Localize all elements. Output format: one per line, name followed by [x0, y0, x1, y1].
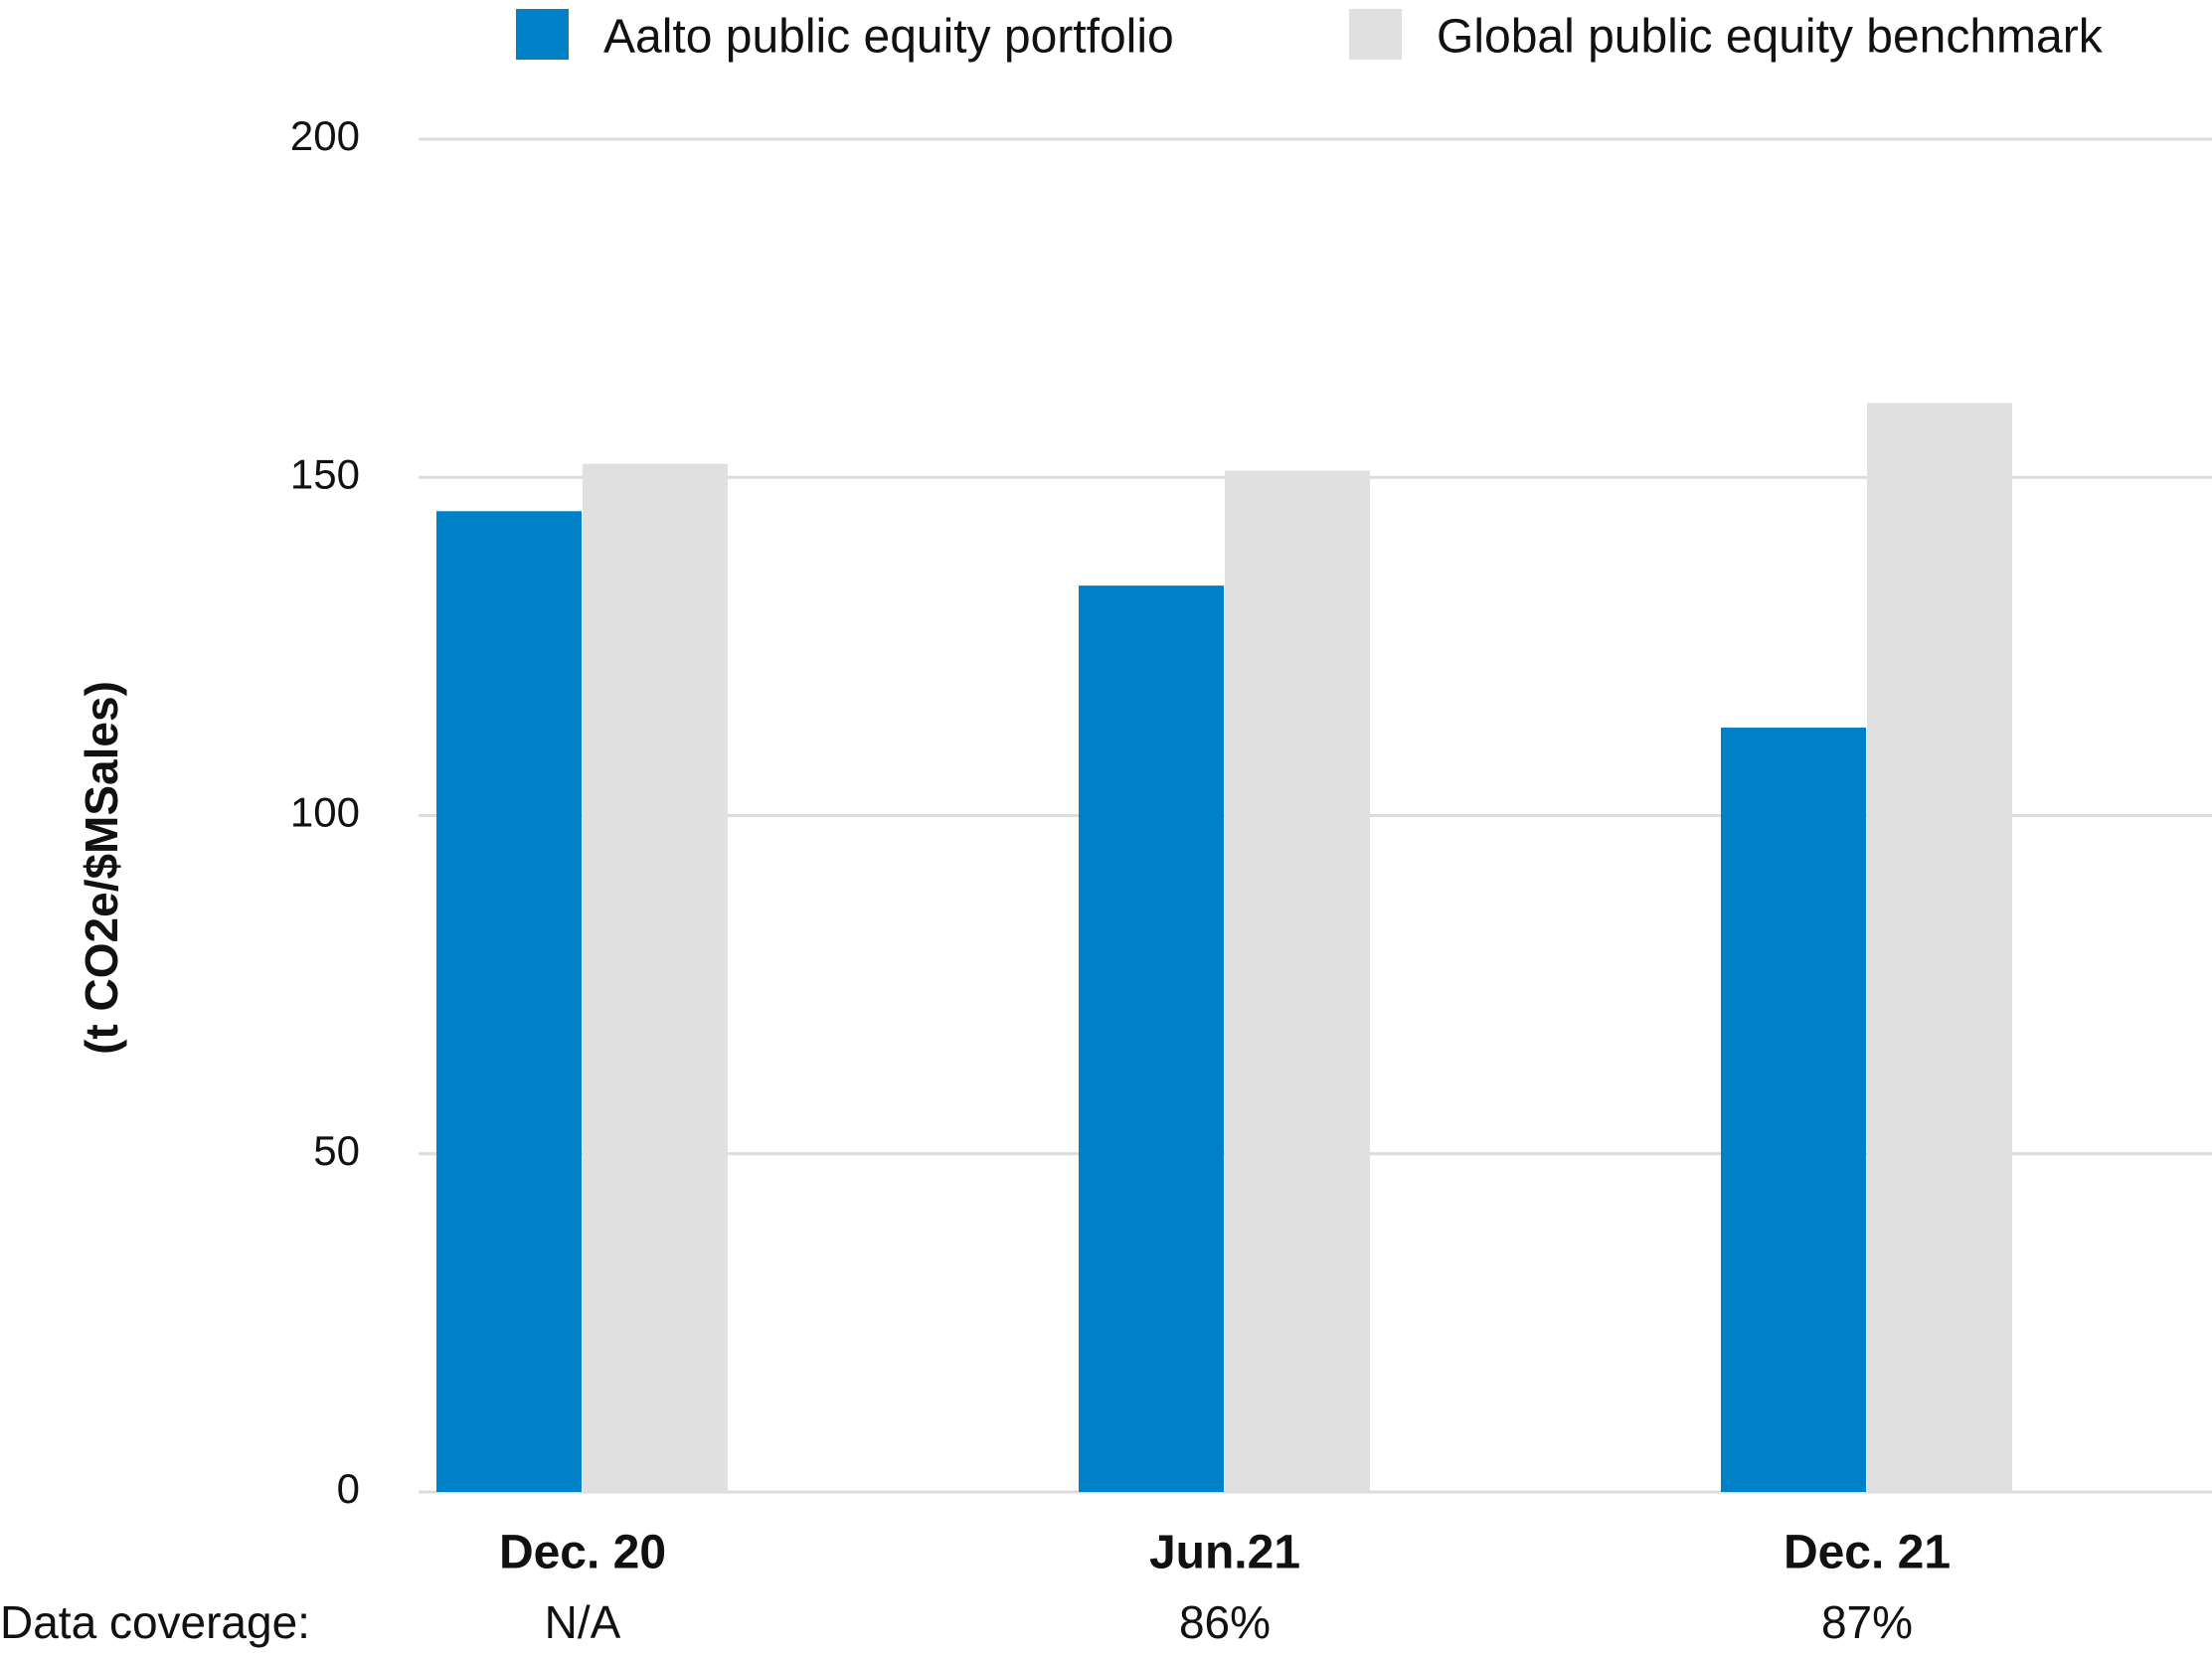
coverage-value: 86%	[1179, 1596, 1271, 1648]
x-tick-label: Dec. 20	[499, 1527, 666, 1579]
y-axis-label: (t CO2e/$MSales)	[76, 681, 127, 1055]
x-tick-label: Jun.21	[1149, 1527, 1300, 1579]
bar	[1867, 403, 2012, 1492]
coverage-value: 87%	[1821, 1596, 1913, 1648]
y-tick-label: 100	[290, 789, 360, 836]
bar	[436, 511, 582, 1492]
bar	[1225, 470, 1370, 1492]
y-tick-label: 200	[290, 112, 360, 159]
y-tick-label: 0	[337, 1465, 360, 1512]
coverage-label: Data coverage:	[0, 1596, 310, 1648]
legend-swatch	[1349, 9, 1402, 60]
bar	[1079, 585, 1224, 1492]
bar	[1721, 728, 1866, 1492]
bar	[583, 463, 728, 1492]
legend-label: Aalto public equity portfolio	[603, 11, 1174, 64]
y-tick-label: 50	[313, 1127, 360, 1174]
legend-label: Global public equity benchmark	[1437, 11, 2104, 64]
coverage-value: N/A	[545, 1596, 621, 1648]
legend-swatch	[516, 9, 569, 60]
x-tick-label: Dec. 21	[1784, 1527, 1951, 1579]
y-tick-label: 150	[290, 450, 360, 497]
